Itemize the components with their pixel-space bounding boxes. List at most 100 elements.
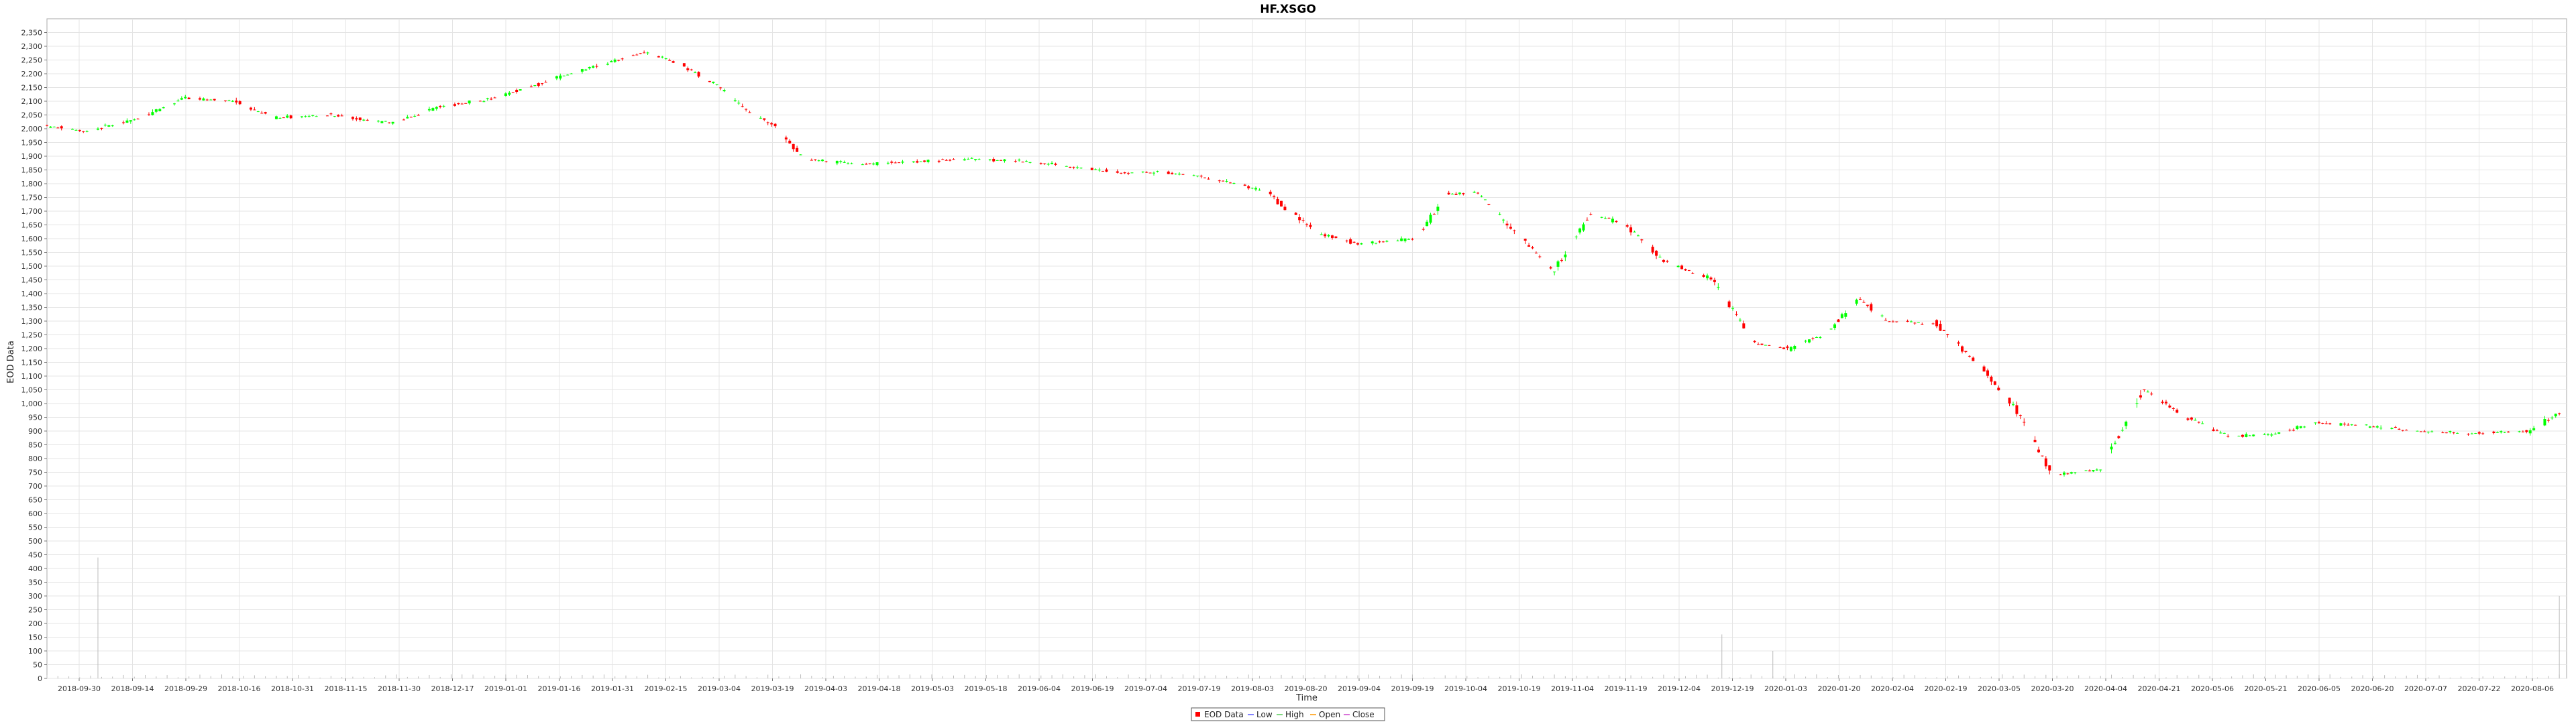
candle <box>1324 233 1327 239</box>
candle <box>2558 412 2561 416</box>
candle-body <box>1360 243 1363 245</box>
candle-body <box>1968 355 1971 357</box>
candle <box>923 160 926 163</box>
candle-body <box>1309 225 1312 227</box>
candle-body <box>2270 434 2273 436</box>
candle <box>668 58 672 61</box>
candle-body <box>2190 417 2193 420</box>
candle <box>2150 391 2153 396</box>
candle-body <box>796 147 799 152</box>
y-tick-label: 600 <box>28 509 42 518</box>
candle <box>1829 328 1833 330</box>
candle <box>1589 212 1593 216</box>
candle-body <box>1651 247 1654 253</box>
candle <box>541 82 544 86</box>
candle-body <box>56 127 60 129</box>
y-tick-label: 800 <box>28 455 42 463</box>
candle-body <box>1505 223 1509 226</box>
candle-body <box>606 64 609 65</box>
candle-body <box>529 86 533 88</box>
candle <box>508 91 511 97</box>
candle-body <box>205 99 209 101</box>
candle <box>442 105 445 108</box>
candle <box>1844 310 1847 320</box>
candle-body <box>231 101 234 102</box>
candle-body <box>78 129 81 131</box>
candle-body <box>435 107 438 109</box>
candle-body <box>664 58 667 59</box>
candle <box>1305 223 1308 227</box>
y-tick-label: 1,250 <box>21 331 43 340</box>
candle-body <box>307 116 311 117</box>
candle <box>1378 240 1381 243</box>
candle <box>380 121 384 123</box>
candle-body <box>1676 265 1680 267</box>
candle <box>2263 433 2266 435</box>
candle-body <box>584 69 588 71</box>
candle-body <box>748 112 751 113</box>
candle-body <box>1957 342 1960 344</box>
candle <box>595 64 598 69</box>
candle <box>2194 418 2197 421</box>
candle <box>1116 169 1119 174</box>
candle-body <box>1458 192 1461 194</box>
candle <box>325 115 329 117</box>
candle <box>1691 272 1695 275</box>
x-tick-label: 2019-07-19 <box>1178 684 1221 693</box>
x-tick-label: 2019-06-19 <box>1071 684 1114 693</box>
candle <box>1811 337 1815 341</box>
legend-label: Open <box>1319 710 1340 719</box>
candle-body <box>1320 234 1323 235</box>
candle <box>223 100 227 103</box>
candle-body <box>1727 301 1731 308</box>
candle <box>796 145 799 152</box>
candle-body <box>1400 238 1403 241</box>
candle <box>184 95 187 99</box>
candle <box>1757 342 1760 345</box>
y-tick-label: 0 <box>38 674 42 683</box>
candle-body <box>2558 413 2561 414</box>
x-tick-label: 2020-06-20 <box>2351 684 2394 693</box>
candle <box>1258 188 1261 191</box>
candle-body <box>766 122 769 123</box>
candle <box>2379 425 2383 430</box>
candle-body <box>996 160 999 161</box>
candle <box>256 111 260 113</box>
candle <box>1960 345 1964 354</box>
candle <box>2110 443 2113 454</box>
candle <box>358 117 362 122</box>
candle <box>1243 184 1246 186</box>
candle <box>329 112 333 116</box>
candle <box>1538 254 1542 259</box>
candle-body <box>2339 423 2343 426</box>
candle-body <box>1615 221 1618 223</box>
candle-body <box>1254 188 1258 190</box>
candle <box>2143 389 2146 392</box>
candle <box>147 112 150 116</box>
x-tick-label: 2019-08-03 <box>1231 684 1274 693</box>
chart-title: HF.XSGO <box>1260 3 1316 16</box>
candle <box>945 159 948 161</box>
candle <box>745 108 748 112</box>
candle <box>1396 239 1399 241</box>
candle <box>537 82 540 88</box>
candle <box>70 128 74 130</box>
candle-body <box>1717 286 1720 288</box>
candle <box>2273 432 2277 435</box>
candle <box>278 117 282 119</box>
candle <box>362 119 366 121</box>
candle <box>967 158 970 160</box>
y-tick-label: 1,950 <box>21 139 43 147</box>
candle <box>1997 385 2000 391</box>
candle-body <box>2117 436 2121 438</box>
candle <box>133 118 136 121</box>
candle <box>977 158 981 160</box>
candle <box>886 161 890 165</box>
candle <box>1451 193 1454 195</box>
candle-body <box>657 56 660 58</box>
y-axis-title: EOD Data <box>6 341 16 383</box>
candle <box>613 58 616 63</box>
x-tick-label: 2019-07-04 <box>1124 684 1167 693</box>
candle-body <box>1298 217 1301 221</box>
candle <box>766 121 769 125</box>
